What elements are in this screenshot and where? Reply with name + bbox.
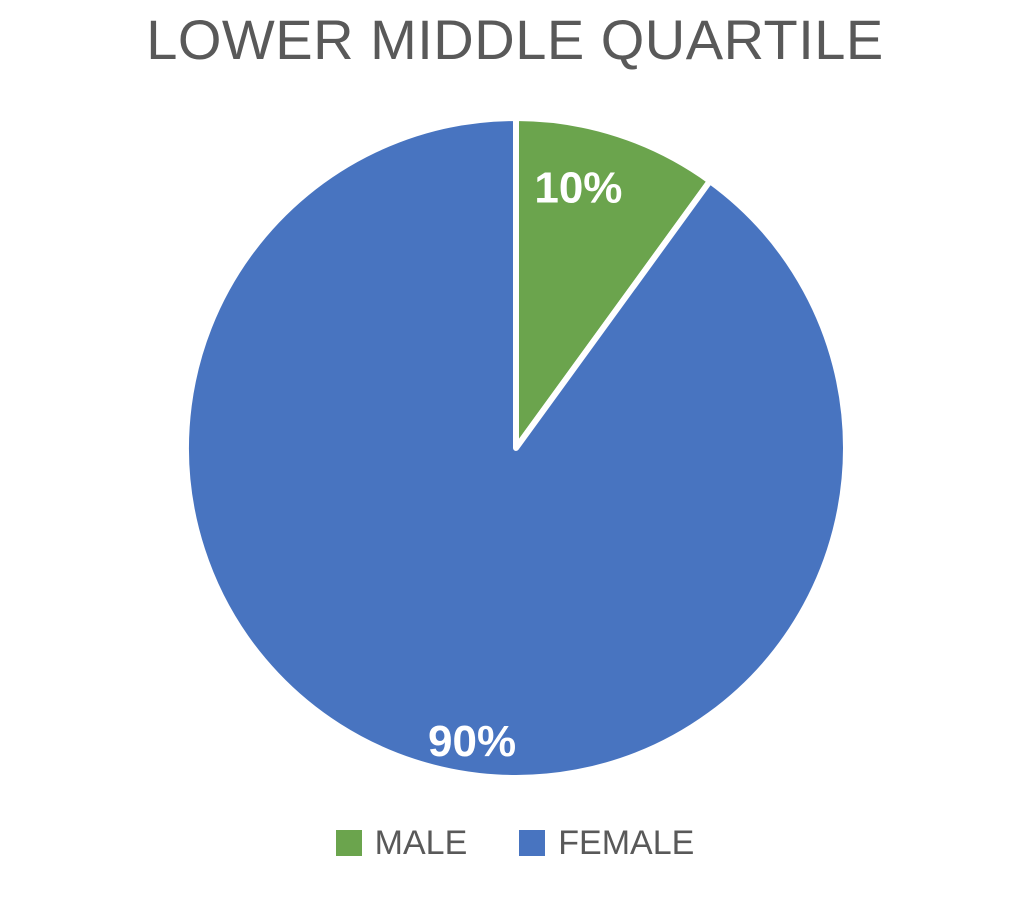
- legend-item-female: FEMALE: [519, 826, 694, 860]
- legend-item-male: MALE: [335, 824, 468, 862]
- slice-label-female: 90%: [428, 717, 516, 766]
- slice-label-male: 10%: [534, 164, 622, 213]
- legend-label-male: MALE: [374, 824, 468, 862]
- legend-label-female: FEMALE: [558, 824, 695, 862]
- legend-swatch-female: [519, 830, 546, 856]
- legend-swatch-male: [335, 830, 362, 856]
- pie-slice-male: [513, 115, 713, 451]
- chart-legend: MALE FEMALE: [0, 826, 1030, 860]
- pie-slice-female: [183, 115, 849, 781]
- chart-title: LOWER MIDDLE QUARTILE: [146, 8, 884, 71]
